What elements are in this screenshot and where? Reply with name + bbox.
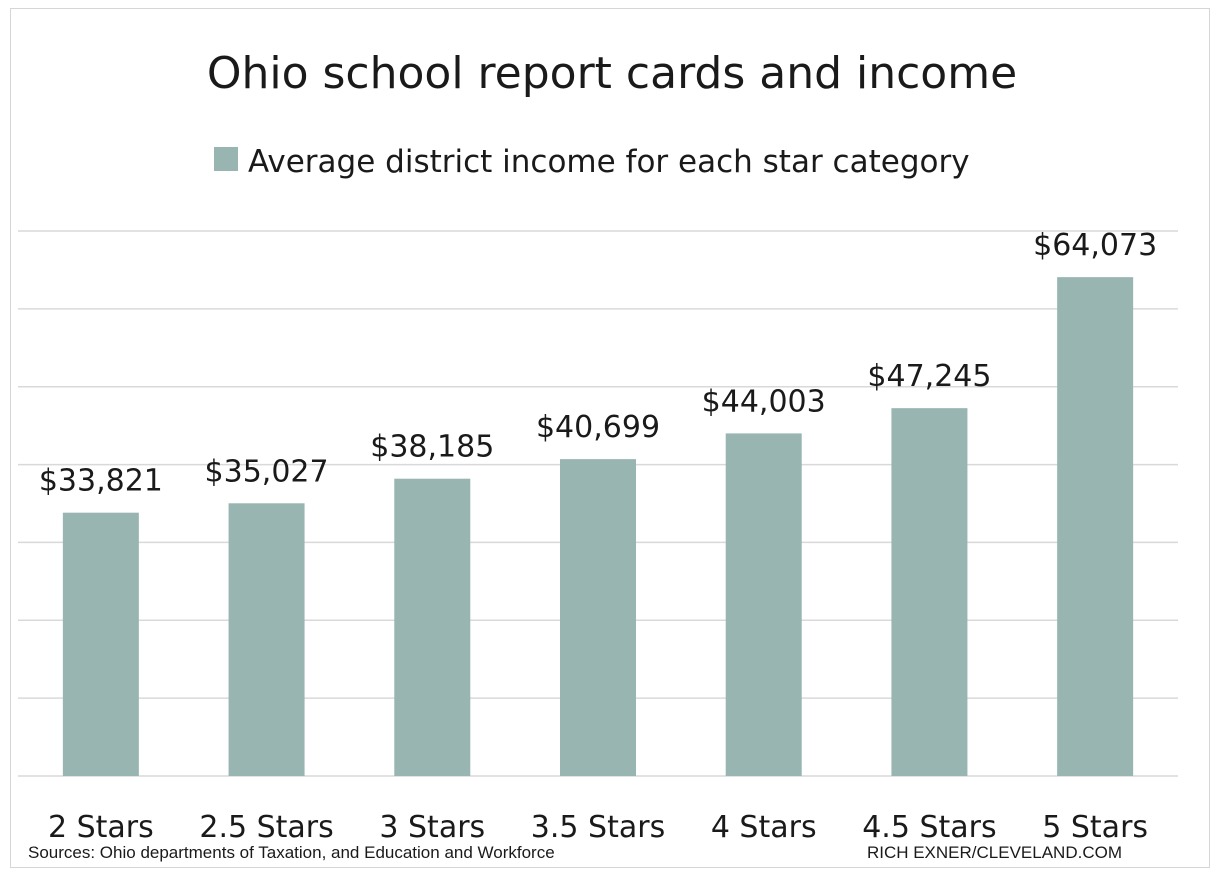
data-label: $38,185 (370, 430, 494, 465)
source-note: Sources: Ohio departments of Taxation, a… (28, 843, 555, 862)
bar (725, 433, 802, 776)
legend-label: Average district income for each star ca… (248, 144, 970, 180)
category-labels: 2 Stars 2.5 Stars 3 Stars 3.5 Stars 4 Stars 4… (48, 810, 1148, 845)
value-labels: $33,821 $35,027 $38,185 $40,699 $44,003 $47,2… (39, 228, 1157, 499)
data-label: $40,699 (536, 410, 660, 445)
legend-swatch (214, 147, 238, 171)
legend: Average district income for each star ca… (214, 144, 970, 180)
credit-note: RICH EXNER/CLEVELAND.COM (867, 843, 1122, 862)
data-label: $64,073 (1033, 228, 1157, 263)
bar (394, 478, 471, 776)
chart-title: Ohio school report cards and income (207, 48, 1017, 99)
category-tick-label: 2 Stars (48, 810, 154, 845)
bar (560, 459, 636, 776)
category-tick-label: 3 Stars (379, 810, 485, 845)
bar (228, 503, 305, 776)
bar (62, 512, 139, 776)
category-tick-label: 4 Stars (711, 810, 817, 845)
bar (1057, 277, 1134, 776)
data-label: $35,027 (205, 454, 329, 489)
data-label: $33,821 (39, 464, 163, 499)
data-label: $47,245 (867, 359, 991, 394)
category-tick-label: 2.5 Stars (199, 810, 333, 845)
category-tick-label: 5 Stars (1042, 810, 1148, 845)
data-label: $44,003 (702, 384, 826, 419)
bar (891, 408, 968, 776)
category-tick-label: 3.5 Stars (531, 810, 665, 845)
category-tick-label: 4.5 Stars (862, 810, 996, 845)
bars (62, 277, 1134, 776)
